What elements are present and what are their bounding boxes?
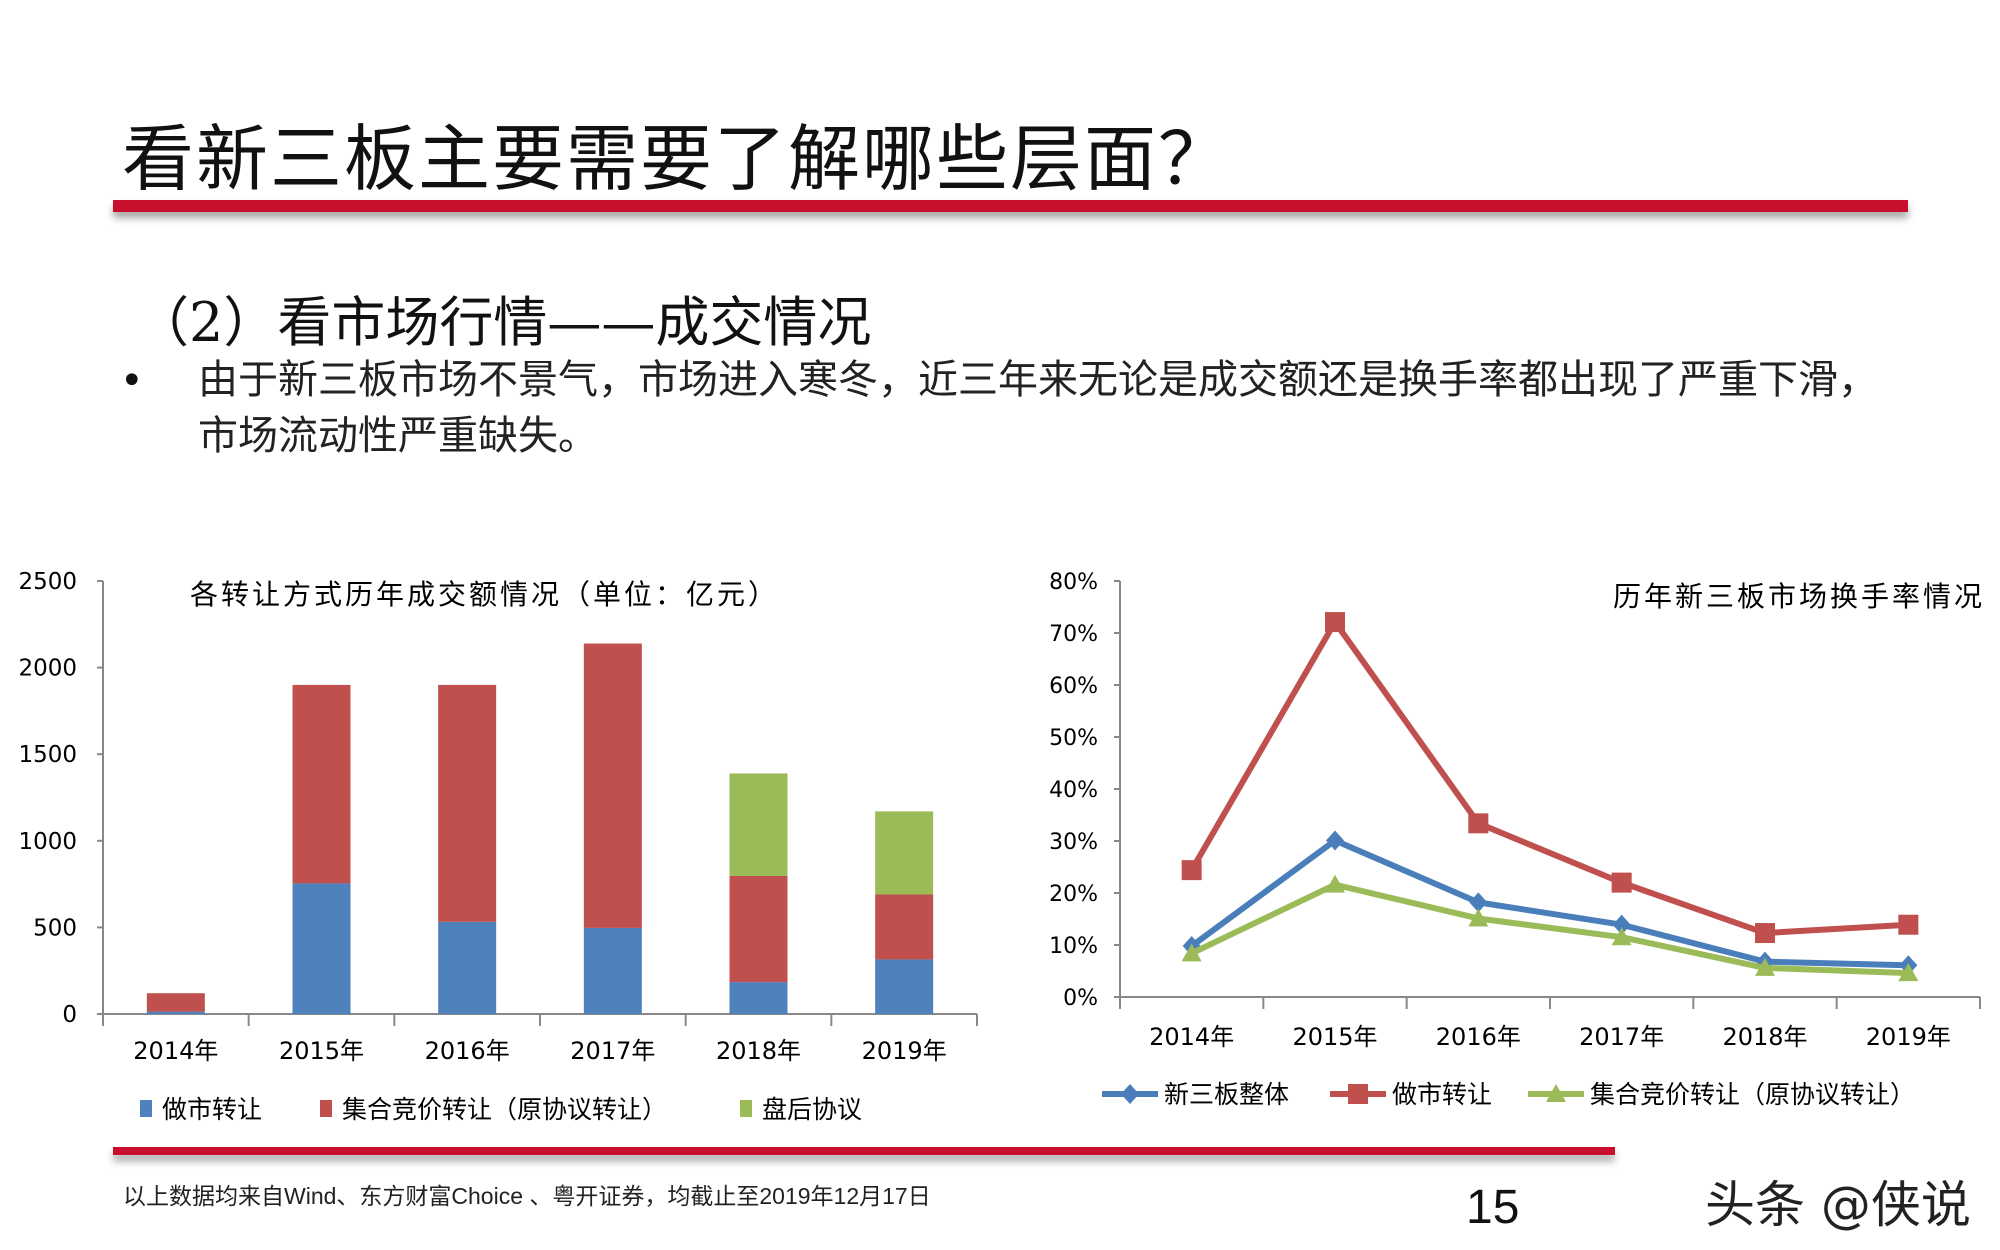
bar-1-1 bbox=[292, 684, 351, 884]
bar-2-4 bbox=[729, 773, 788, 876]
legend-swatch bbox=[740, 1100, 752, 1117]
data-point-1-1 bbox=[1325, 612, 1345, 633]
x-tick-label: 2018年 bbox=[1722, 1023, 1807, 1051]
x-tick-label: 2015年 bbox=[1292, 1023, 1377, 1051]
bar-2-5 bbox=[875, 811, 934, 895]
y-tick-label: 2500 bbox=[18, 569, 77, 595]
x-tick-label: 2019年 bbox=[1866, 1023, 1951, 1051]
y-tick-label: 80% bbox=[1049, 570, 1098, 595]
data-point-2-2 bbox=[1468, 908, 1489, 927]
legend-label: 做市转让 bbox=[1392, 1080, 1492, 1109]
data-point-1-5 bbox=[1898, 914, 1919, 935]
y-tick-label: 30% bbox=[1049, 830, 1098, 855]
y-tick-label: 70% bbox=[1049, 622, 1098, 647]
legend-label: 新三板整体 bbox=[1164, 1080, 1289, 1109]
page-number: 15 bbox=[1466, 1181, 1520, 1234]
bar-0-1 bbox=[292, 883, 351, 1014]
bullet-marker: • bbox=[120, 358, 144, 404]
y-tick-label: 500 bbox=[33, 915, 77, 941]
bar-0-0 bbox=[146, 1011, 205, 1014]
data-point-1-2 bbox=[1468, 813, 1489, 834]
legend-marker bbox=[1121, 1084, 1139, 1104]
series-line-0 bbox=[1189, 837, 1909, 969]
series-line-2 bbox=[1190, 881, 1909, 977]
bar-1-3 bbox=[583, 643, 642, 928]
x-tick-label: 2015年 bbox=[279, 1037, 364, 1065]
footer-divider bbox=[113, 1147, 1615, 1155]
legend-label: 做市转让 bbox=[162, 1095, 262, 1124]
chart-title: 历年新三板市场换手率情况 bbox=[1613, 580, 1985, 613]
bar-1-0 bbox=[146, 993, 205, 1012]
x-tick-label: 2017年 bbox=[1579, 1023, 1664, 1051]
legend-label: 集合竞价转让（原协议转让） bbox=[342, 1095, 667, 1124]
y-tick-label: 10% bbox=[1049, 934, 1098, 959]
data-point-1-0 bbox=[1181, 860, 1202, 881]
data-point-2-3 bbox=[1611, 927, 1632, 946]
data-point-0-1 bbox=[1326, 830, 1344, 851]
x-tick-label: 2019年 bbox=[862, 1037, 947, 1065]
data-point-2-5 bbox=[1898, 963, 1919, 982]
legend-marker bbox=[1546, 1084, 1566, 1102]
data-point-1-4 bbox=[1755, 923, 1775, 944]
bar-1-4 bbox=[729, 875, 788, 983]
y-tick-label: 40% bbox=[1049, 778, 1098, 803]
bar-0-3 bbox=[583, 927, 642, 1014]
y-tick-label: 20% bbox=[1049, 882, 1098, 907]
chart-title: 各转让方式历年成交额情况（单位：亿元） bbox=[190, 578, 779, 611]
watermark: 头条 @侠说 bbox=[1705, 1176, 1971, 1234]
bar-0-4 bbox=[729, 982, 788, 1014]
footnote: 以上数据均来自Wind、东方财富Choice 、粤开证券，均截止至2019年12… bbox=[123, 1183, 931, 1209]
x-tick-label: 2017年 bbox=[570, 1037, 655, 1065]
title-divider bbox=[113, 200, 1908, 212]
y-tick-label: 50% bbox=[1049, 726, 1098, 751]
bar-0-2 bbox=[438, 921, 497, 1014]
legend-label: 盘后协议 bbox=[762, 1095, 862, 1124]
y-tick-label: 1000 bbox=[18, 829, 77, 855]
section-subtitle: （2）看市场行情——成交情况 bbox=[135, 291, 872, 354]
bullet-text: 由于新三板市场不景气，市场进入寒冬，近三年来无论是成交额还是换手率都出现了严重下… bbox=[198, 357, 1878, 459]
x-tick-label: 2016年 bbox=[425, 1037, 510, 1065]
x-tick-label: 2014年 bbox=[1149, 1023, 1234, 1051]
y-tick-label: 0% bbox=[1063, 986, 1098, 1011]
y-tick-label: 0 bbox=[62, 1002, 77, 1028]
bar-1-5 bbox=[875, 894, 934, 960]
x-tick-label: 2018年 bbox=[716, 1037, 801, 1065]
data-point-2-1 bbox=[1325, 874, 1345, 893]
data-point-1-3 bbox=[1611, 872, 1632, 893]
y-tick-label: 60% bbox=[1049, 674, 1098, 699]
legend-marker bbox=[1348, 1084, 1368, 1104]
y-tick-label: 1500 bbox=[18, 742, 77, 768]
legend-swatch bbox=[140, 1100, 152, 1117]
series-line-1 bbox=[1189, 619, 1909, 937]
bar-1-2 bbox=[438, 684, 497, 922]
slide-title: 看新三板主要需要了解哪些层面？ bbox=[122, 117, 1233, 201]
x-tick-label: 2016年 bbox=[1436, 1023, 1521, 1051]
data-point-2-4 bbox=[1755, 957, 1775, 976]
x-tick-label: 2014年 bbox=[133, 1037, 218, 1065]
y-tick-label: 2000 bbox=[18, 656, 77, 682]
legend-swatch bbox=[320, 1100, 332, 1117]
legend-label: 集合竞价转让（原协议转让） bbox=[1590, 1080, 1915, 1109]
data-point-2-0 bbox=[1181, 943, 1202, 962]
data-point-0-2 bbox=[1469, 892, 1488, 913]
data-point-0-3 bbox=[1612, 914, 1631, 935]
bar-0-5 bbox=[875, 959, 934, 1014]
